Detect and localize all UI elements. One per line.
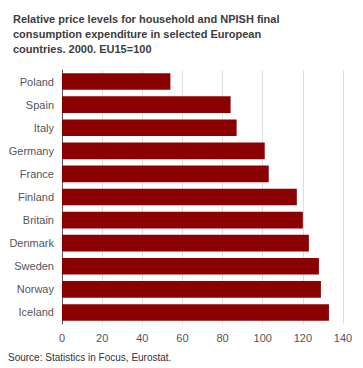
svg-text:140: 140 [334,332,352,344]
svg-text:countries. 2000. EU15=100: countries. 2000. EU15=100 [13,43,152,55]
svg-text:Britain: Britain [23,214,54,226]
svg-text:Denmark: Denmark [9,237,54,249]
svg-text:0: 0 [59,332,65,344]
svg-text:Finland: Finland [18,191,54,203]
svg-text:France: France [20,168,54,180]
svg-text:20: 20 [96,332,108,344]
svg-text:Norway: Norway [17,283,55,295]
svg-text:40: 40 [136,332,148,344]
svg-text:Source: Statistics in Focus, E: Source: Statistics in Focus, Eurostat. [8,352,171,363]
svg-text:Sweden: Sweden [14,260,54,272]
svg-text:Italy: Italy [34,122,55,134]
svg-text:Relative price levels for hous: Relative price levels for household and … [13,13,280,25]
svg-text:consumption expenditure in sel: consumption expenditure in selected Euro… [13,28,261,40]
svg-text:60: 60 [176,332,188,344]
svg-text:Spain: Spain [26,99,54,111]
svg-text:100: 100 [254,332,272,344]
svg-text:Germany: Germany [9,145,55,157]
svg-text:80: 80 [216,332,228,344]
svg-text:Iceland: Iceland [19,306,54,318]
svg-text:120: 120 [294,332,312,344]
svg-text:Poland: Poland [20,76,54,88]
